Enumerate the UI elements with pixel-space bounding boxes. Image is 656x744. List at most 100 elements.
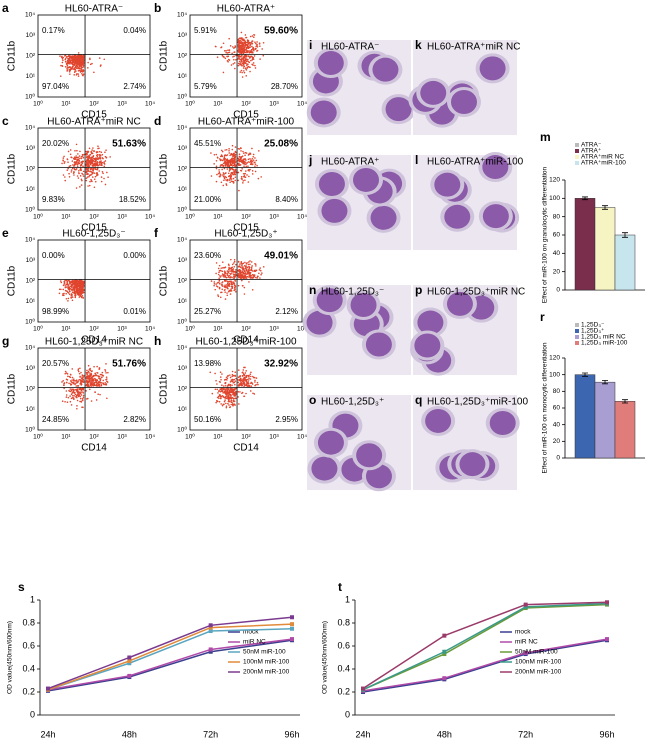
event-dot: [226, 287, 229, 289]
x-tick-label: 10³: [117, 326, 127, 333]
event-dot: [247, 60, 250, 63]
event-dot: [62, 288, 65, 291]
event-dot: [226, 55, 229, 58]
event-dot: [221, 261, 224, 263]
event-dot: [237, 41, 239, 44]
event-dot: [71, 299, 74, 302]
event-dot: [223, 174, 225, 176]
y-axis-label: Effect of miR-100 on monocytic different…: [542, 342, 549, 473]
event-dot: [221, 54, 224, 57]
cell-nucleus: [444, 204, 471, 229]
dot-cloud: [58, 279, 85, 302]
event-dot: [67, 167, 69, 170]
event-dot: [237, 62, 240, 65]
event-dot: [244, 62, 247, 65]
y-tick-label: 10²: [178, 53, 188, 60]
event-dot: [245, 36, 248, 39]
event-dot: [104, 183, 107, 186]
event-dot: [237, 158, 240, 160]
event-dot: [232, 273, 235, 275]
event-dot: [224, 276, 227, 278]
event-dot: [254, 64, 256, 67]
event-dot: [251, 59, 254, 61]
event-dot: [229, 280, 232, 283]
event-dot: [224, 291, 226, 293]
event-dot: [240, 31, 243, 34]
event-dot: [76, 287, 79, 290]
event-dot: [74, 160, 76, 163]
cell-nucleus: [450, 90, 477, 115]
event-dot: [252, 155, 255, 158]
event-dot: [99, 65, 102, 67]
event-dot: [88, 378, 91, 381]
event-dot: [237, 391, 240, 393]
event-dot: [74, 56, 76, 58]
event-dot: [233, 62, 236, 64]
event-dot: [66, 158, 69, 160]
event-dot: [219, 275, 221, 277]
event-dot: [234, 380, 237, 382]
event-dot: [251, 158, 254, 160]
event-dot: [238, 60, 241, 63]
event-dot: [82, 391, 84, 393]
panel-title: HL60-1,25D₃⁺: [214, 229, 277, 240]
quadrant-value: 8.40%: [275, 195, 298, 204]
event-dot: [82, 64, 85, 66]
legend-label: 50nM miR-100: [243, 649, 286, 656]
panel-title: HL60-ATRA⁺miR-100: [198, 117, 295, 128]
event-dot: [73, 174, 75, 176]
event-dot: [230, 268, 233, 270]
quadrant-value: 2.12%: [275, 307, 298, 316]
event-dot: [233, 157, 236, 160]
event-dot: [235, 54, 237, 57]
event-dot: [70, 404, 73, 406]
event-dot: [90, 379, 93, 381]
quadrant-value: 13.98%: [194, 359, 221, 368]
event-dot: [90, 370, 93, 373]
event-dot: [232, 403, 235, 406]
event-dot: [91, 149, 93, 151]
event-dot: [82, 291, 84, 293]
event-dot: [71, 289, 73, 292]
event-dot: [231, 46, 234, 48]
event-dot: [82, 160, 84, 162]
cell-nucleus: [353, 167, 380, 192]
y-axis-label: CD11b: [159, 153, 170, 184]
y-tick-label: 0.4: [22, 663, 35, 673]
event-dot: [237, 179, 239, 182]
event-dot: [82, 68, 84, 71]
event-dot: [234, 395, 236, 397]
event-dot: [62, 379, 65, 382]
event-dot: [106, 397, 108, 400]
event-dot: [97, 145, 99, 148]
legend-swatch: [575, 155, 579, 159]
event-dot: [247, 165, 249, 167]
event-dot: [233, 262, 235, 264]
event-dot: [246, 60, 248, 63]
event-dot: [244, 172, 246, 175]
event-dot: [261, 48, 264, 50]
event-dot: [245, 46, 248, 49]
event-dot: [95, 381, 97, 384]
event-dot: [71, 291, 74, 294]
event-dot: [245, 163, 247, 165]
event-dot: [240, 382, 243, 385]
event-dot: [91, 165, 94, 167]
event-dot: [81, 60, 84, 63]
event-dot: [78, 172, 80, 174]
event-dot: [231, 390, 234, 392]
event-dot: [214, 388, 217, 391]
event-dot: [223, 390, 225, 393]
event-dot: [241, 37, 243, 39]
event-dot: [255, 47, 257, 50]
panel-letter: b: [154, 1, 161, 15]
event-dot: [230, 269, 233, 272]
event-dot: [215, 272, 217, 275]
event-dot: [64, 161, 66, 163]
event-dot: [85, 163, 88, 165]
event-dot: [95, 159, 97, 162]
event-dot: [65, 292, 67, 295]
event-dot: [228, 51, 231, 54]
event-dot: [76, 159, 79, 162]
event-dot: [248, 170, 250, 172]
